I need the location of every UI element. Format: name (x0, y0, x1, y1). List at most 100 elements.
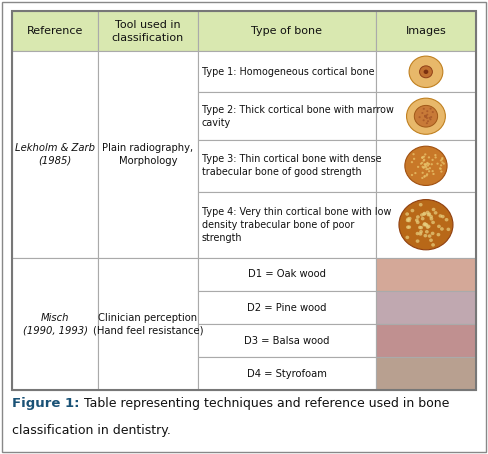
Circle shape (426, 162, 428, 164)
Circle shape (421, 112, 424, 114)
Circle shape (406, 226, 410, 229)
Circle shape (399, 200, 453, 250)
Text: Images: Images (406, 26, 447, 36)
Circle shape (422, 156, 424, 158)
Circle shape (432, 173, 435, 175)
Circle shape (429, 238, 433, 242)
Text: Figure 1:: Figure 1: (12, 397, 80, 410)
Circle shape (426, 117, 428, 119)
Circle shape (417, 166, 419, 168)
Circle shape (426, 211, 429, 214)
Circle shape (434, 156, 437, 158)
Circle shape (410, 209, 414, 212)
Circle shape (423, 222, 427, 226)
Circle shape (424, 175, 426, 177)
Circle shape (430, 116, 432, 118)
Circle shape (422, 172, 424, 174)
Circle shape (427, 212, 431, 216)
Text: Table representing techniques and reference used in bone: Table representing techniques and refere… (84, 397, 450, 410)
Circle shape (429, 217, 433, 221)
Circle shape (426, 173, 428, 175)
Circle shape (421, 162, 423, 164)
Circle shape (424, 234, 427, 237)
Circle shape (431, 221, 435, 224)
Circle shape (424, 153, 427, 155)
Circle shape (428, 170, 430, 173)
Circle shape (424, 165, 427, 168)
Text: classification in dentistry.: classification in dentistry. (12, 424, 171, 437)
Text: Plain radiography,
Morphology: Plain radiography, Morphology (102, 143, 193, 166)
Circle shape (420, 163, 422, 165)
Circle shape (419, 226, 423, 229)
Bar (12, 11, 476, 390)
Circle shape (414, 172, 417, 174)
Circle shape (419, 116, 421, 118)
Circle shape (440, 168, 442, 170)
Bar (376, 192, 476, 258)
Circle shape (425, 163, 427, 166)
Circle shape (419, 203, 423, 207)
Bar (376, 93, 476, 140)
Circle shape (425, 115, 427, 117)
Circle shape (434, 211, 438, 215)
Bar (376, 51, 476, 93)
Circle shape (424, 223, 428, 227)
Circle shape (411, 161, 413, 163)
Circle shape (426, 174, 428, 177)
Circle shape (428, 117, 430, 119)
Circle shape (423, 108, 425, 110)
Circle shape (445, 218, 448, 222)
Bar (376, 291, 476, 324)
Circle shape (421, 157, 424, 158)
Circle shape (427, 168, 429, 170)
Circle shape (427, 213, 430, 217)
Circle shape (424, 115, 426, 117)
Circle shape (424, 164, 427, 166)
Circle shape (406, 236, 409, 239)
Circle shape (426, 122, 428, 124)
Circle shape (423, 156, 425, 158)
Circle shape (424, 163, 427, 165)
Circle shape (422, 212, 426, 216)
Circle shape (426, 114, 428, 116)
Circle shape (424, 69, 428, 74)
Bar (376, 324, 476, 357)
Bar (198, 357, 376, 390)
Circle shape (412, 153, 415, 155)
Circle shape (405, 212, 409, 216)
Circle shape (426, 226, 429, 229)
Circle shape (431, 243, 435, 247)
Circle shape (439, 167, 441, 169)
Circle shape (432, 208, 435, 211)
Circle shape (447, 227, 450, 231)
Bar (376, 11, 476, 51)
Circle shape (428, 167, 431, 169)
Circle shape (427, 164, 429, 167)
Bar (198, 140, 376, 192)
Circle shape (441, 215, 445, 218)
Bar (198, 93, 376, 140)
Text: Type of bone: Type of bone (251, 26, 323, 36)
Circle shape (428, 156, 430, 158)
Text: Type 2: Thick cortical bone with marrow
cavity: Type 2: Thick cortical bone with marrow … (202, 105, 393, 128)
Circle shape (443, 163, 445, 165)
Circle shape (440, 164, 442, 167)
Text: D1 = Oak wood: D1 = Oak wood (248, 269, 326, 279)
Circle shape (437, 225, 441, 228)
Circle shape (441, 158, 443, 160)
Circle shape (409, 56, 443, 88)
Circle shape (431, 170, 434, 172)
Circle shape (427, 120, 429, 122)
Circle shape (437, 233, 440, 237)
Bar (198, 324, 376, 357)
Circle shape (405, 146, 447, 185)
Circle shape (407, 219, 411, 222)
Circle shape (425, 223, 428, 227)
Circle shape (422, 223, 426, 227)
Circle shape (426, 168, 427, 170)
Circle shape (440, 159, 442, 162)
Circle shape (429, 118, 431, 120)
Bar (376, 357, 476, 390)
Circle shape (436, 163, 439, 165)
Bar (198, 51, 376, 93)
